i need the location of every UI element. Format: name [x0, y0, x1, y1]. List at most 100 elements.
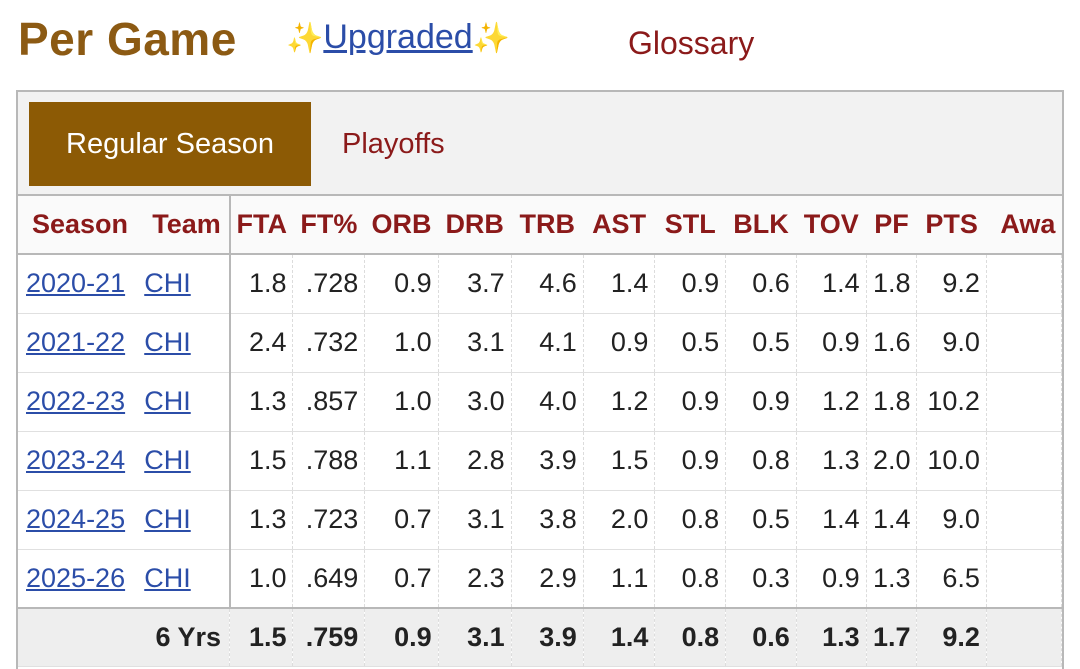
trb-cell: 4.1 — [511, 313, 584, 373]
ast-cell: 0.9 — [583, 313, 656, 373]
season-cell[interactable]: 2022-23 — [18, 372, 139, 432]
awards-cell — [986, 372, 1062, 432]
pf-cell: 1.4 — [866, 490, 918, 550]
blk-cell: 0.6 — [725, 254, 797, 314]
season-cell[interactable]: 2025-26 — [18, 549, 139, 609]
pts-cell: 9.2 — [916, 607, 987, 667]
tov-cell: 1.3 — [796, 607, 867, 667]
drb-cell: 3.0 — [438, 372, 512, 432]
season-cell[interactable]: 2020-21 — [18, 254, 139, 314]
col-header-pts[interactable]: PTS — [916, 196, 987, 255]
pf-cell: 2.0 — [866, 431, 918, 491]
stl-cell: 0.8 — [654, 549, 727, 609]
team-cell[interactable]: CHI — [138, 490, 231, 550]
awards-cell — [986, 254, 1062, 314]
team-link[interactable]: CHI — [144, 445, 191, 475]
trb-cell: 2.9 — [511, 549, 584, 609]
col-header-fta[interactable]: FTA — [229, 196, 293, 255]
col-header-stl[interactable]: STL — [654, 196, 726, 255]
fta-cell: 2.4 — [229, 313, 294, 373]
fta-cell: 1.0 — [229, 549, 294, 609]
fta-cell: 1.5 — [229, 431, 294, 491]
blk-cell: 0.5 — [725, 313, 797, 373]
awards-cell — [986, 313, 1062, 373]
col-header-blk[interactable]: BLK — [725, 196, 797, 255]
col-header-drb[interactable]: DRB — [438, 196, 512, 255]
season-link[interactable]: 2025-26 — [26, 562, 126, 593]
stats-panel: Regular Season Playoffs Season Team FTA … — [16, 90, 1064, 669]
ft-pct-cell: .649 — [292, 549, 366, 609]
blk-cell: 0.8 — [725, 431, 797, 491]
team-cell[interactable]: CHI — [138, 431, 231, 491]
stl-cell: 0.9 — [654, 372, 727, 432]
stl-cell: 0.5 — [654, 313, 727, 373]
drb-cell: 3.1 — [438, 313, 512, 373]
team-cell[interactable]: CHI — [138, 254, 231, 314]
blk-cell: 0.6 — [725, 607, 797, 667]
season-tabs: Regular Season Playoffs — [18, 92, 1062, 196]
col-header-tov[interactable]: TOV — [796, 196, 867, 255]
season-link[interactable]: 2024-25 — [26, 504, 126, 534]
pts-cell: 6.5 — [916, 549, 987, 609]
col-header-season[interactable]: Season — [18, 196, 139, 255]
season-link[interactable]: 2023-24 — [26, 445, 126, 475]
team-link[interactable]: CHI — [144, 504, 191, 534]
season-cell[interactable]: 2024-25 — [18, 490, 139, 550]
season-link[interactable]: 2022-23 — [26, 386, 126, 416]
season-link[interactable]: 2021-22 — [26, 327, 126, 357]
team-link[interactable]: CHI — [144, 386, 191, 416]
orb-cell: 0.7 — [364, 549, 439, 609]
ft-pct-cell: .759 — [292, 607, 366, 667]
fta-cell: 1.3 — [229, 490, 294, 550]
ast-cell: 1.4 — [583, 254, 656, 314]
ft-pct-cell: .788 — [292, 431, 366, 491]
pf-cell: 1.3 — [866, 549, 918, 609]
upgraded-badge[interactable]: ✨Upgraded✨ — [286, 18, 510, 57]
col-header-orb[interactable]: ORB — [364, 196, 439, 255]
trb-cell: 4.0 — [511, 372, 584, 432]
orb-cell: 1.1 — [364, 431, 439, 491]
table-row: 2025-26 CHI 1.0 .649 0.7 2.3 2.9 1.1 0.8… — [18, 549, 1062, 609]
season-cell[interactable]: 2023-24 — [18, 431, 139, 491]
team-cell[interactable]: CHI — [138, 549, 231, 609]
tov-cell: 1.3 — [796, 431, 867, 491]
sparkle-icon: ✨ — [472, 22, 511, 55]
blk-cell: 0.9 — [725, 372, 797, 432]
pts-cell: 9.0 — [916, 490, 987, 550]
trb-cell: 3.9 — [511, 607, 584, 667]
team-link[interactable]: CHI — [144, 327, 191, 357]
awards-cell — [986, 549, 1062, 609]
tov-cell: 1.2 — [796, 372, 867, 432]
career-total-row: 6 Yrs 1.5 .759 0.9 3.1 3.9 1.4 0.8 0.6 1… — [18, 607, 1062, 667]
col-header-ft-pct[interactable]: FT% — [292, 196, 365, 255]
orb-cell: 0.9 — [364, 607, 439, 667]
team-cell[interactable]: CHI — [138, 313, 231, 373]
col-header-ast[interactable]: AST — [583, 196, 655, 255]
page-title: Per Game — [18, 13, 237, 65]
trb-cell: 3.9 — [511, 431, 584, 491]
ast-cell: 1.4 — [583, 607, 656, 667]
col-header-awards[interactable]: Awa — [986, 196, 1062, 255]
table-row: 2020-21 CHI 1.8 .728 0.9 3.7 4.6 1.4 0.9… — [18, 254, 1062, 314]
tab-playoffs[interactable]: Playoffs — [342, 127, 445, 160]
ft-pct-cell: .732 — [292, 313, 366, 373]
team-link[interactable]: CHI — [144, 268, 191, 299]
col-header-trb[interactable]: TRB — [511, 196, 584, 255]
tov-cell: 1.4 — [796, 254, 867, 314]
team-link[interactable]: CHI — [144, 562, 191, 593]
per-game-table: Season Team FTA FT% ORB DRB TRB AST STL … — [18, 196, 1062, 667]
season-cell[interactable]: 2021-22 — [18, 313, 139, 373]
trb-cell: 4.6 — [511, 254, 584, 314]
pf-cell: 1.6 — [866, 313, 918, 373]
glossary-link[interactable]: Glossary — [628, 25, 755, 61]
table-row: 2024-25 CHI 1.3 .723 0.7 3.1 3.8 2.0 0.8… — [18, 490, 1062, 550]
upgraded-link[interactable]: Upgraded — [323, 18, 473, 56]
orb-cell: 0.7 — [364, 490, 439, 550]
table-header-row: Season Team FTA FT% ORB DRB TRB AST STL … — [18, 196, 1062, 255]
tab-regular-season[interactable]: Regular Season — [29, 102, 311, 186]
col-header-pf[interactable]: PF — [866, 196, 917, 255]
season-link[interactable]: 2020-21 — [26, 268, 126, 299]
col-header-team[interactable]: Team — [138, 196, 231, 255]
team-cell[interactable]: CHI — [138, 372, 231, 432]
tov-cell: 0.9 — [796, 549, 867, 609]
